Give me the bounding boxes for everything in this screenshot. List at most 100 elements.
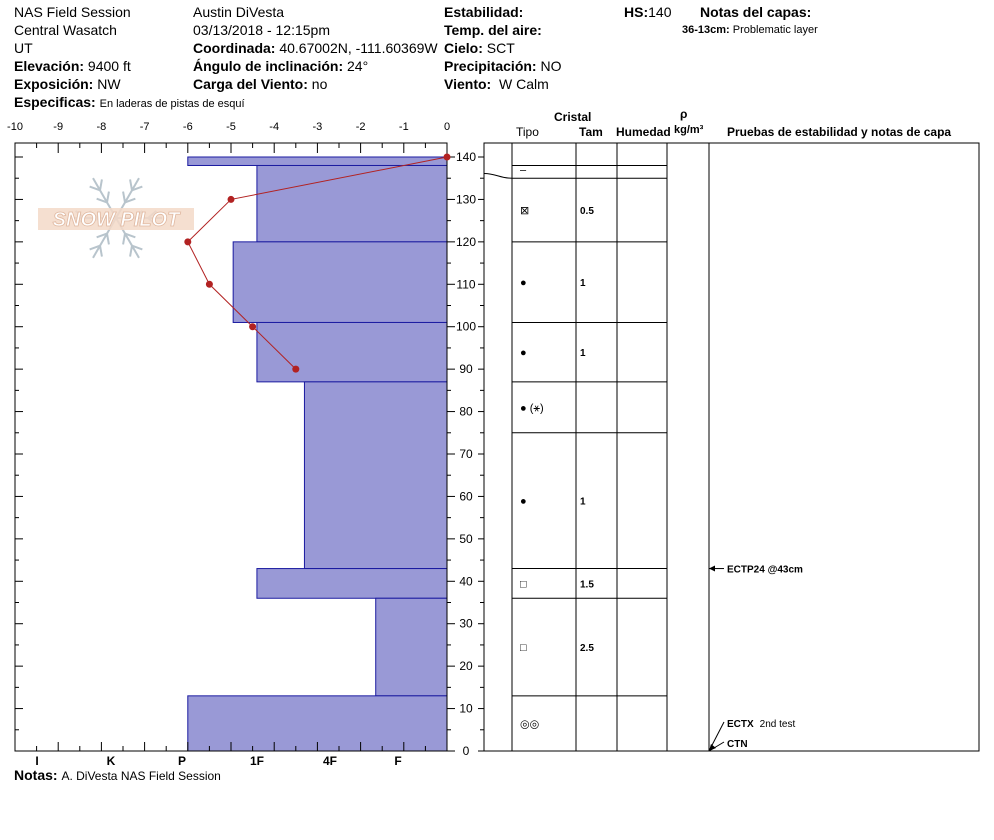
test-arrow: [709, 744, 716, 751]
height-tick-label: 40: [459, 574, 473, 588]
snowflake-branch: [96, 197, 108, 204]
temp-tick-label: -3: [313, 121, 323, 133]
snowflake-branch: [106, 191, 110, 203]
table-frame: [483, 142, 980, 752]
coord-label: Coordinada:: [193, 40, 276, 56]
layer-connector: [483, 172, 513, 179]
notes-label: Notas:: [14, 767, 58, 783]
crystal-type: ● (⚹): [520, 402, 544, 414]
range-name: Central Wasatch: [14, 22, 117, 38]
test-label: ECTP24 @43cm: [727, 565, 803, 576]
coord-value: 40.67002N, -111.60369W: [279, 40, 438, 56]
watermark-band: [38, 208, 194, 230]
height-tick-label: 90: [459, 362, 473, 376]
hardness-layer: [375, 597, 448, 697]
crystal-size: 1.5: [580, 579, 594, 590]
temp-tick-label: -8: [97, 121, 107, 133]
tipo-header: Tipo: [516, 125, 539, 139]
snowflake-branch: [96, 232, 108, 239]
height-tick-label: 50: [459, 532, 473, 546]
temp-tick-label: -5: [226, 121, 236, 133]
hardness-tick-label: 4F: [323, 754, 337, 768]
temp-tick-label: -7: [140, 121, 150, 133]
temp-tick-label: -4: [269, 121, 279, 133]
tam-header: Tam: [579, 125, 603, 139]
snowflake-branch: [106, 233, 110, 245]
snowpilot-watermark: SNOW PILOT: [38, 177, 194, 259]
height-tick-label: 110: [456, 277, 475, 291]
wind-value: W Calm: [498, 76, 549, 92]
aspect-label: Exposición:: [14, 76, 94, 92]
test-note: 2nd test: [760, 719, 796, 730]
crystal-size: 1: [580, 348, 586, 359]
aspect-value: NW: [97, 76, 121, 92]
snowflake-branch: [124, 197, 136, 204]
test-arrow: [709, 565, 715, 572]
height-tick-label: 140: [456, 150, 476, 164]
crystal-type: ⊠: [520, 205, 529, 217]
height-tick-label: 70: [459, 447, 473, 461]
crystal-size: 2.5: [580, 643, 594, 654]
hardness-tick-label: K: [107, 754, 116, 768]
test-label: ECTX 2nd test: [727, 719, 795, 730]
hardness-layers: [187, 156, 448, 752]
snowflake-branch: [131, 244, 143, 251]
height-tick-label: 0: [463, 744, 470, 758]
wind-load-label: Carga del Viento:: [193, 76, 308, 92]
axes: -10 -9 -8 -7 -6 -5 -4 -3 -2 -1 0I K P 1F 4F F0102030405…: [7, 121, 484, 768]
precip-label: Precipitación:: [444, 58, 537, 74]
crystal-type: ●: [520, 277, 527, 289]
temperature-point: [184, 238, 192, 246]
hardness-tick-label: I: [35, 754, 38, 768]
snowflake-branch: [89, 185, 101, 192]
stability-label: Estabilidad:: [444, 4, 524, 20]
notes-text: A. DiVesta NAS Field Session: [61, 769, 221, 783]
precip-value: NO: [540, 58, 562, 74]
hardness-layer: [303, 381, 448, 570]
snowflake-branch: [131, 185, 143, 192]
hardness-tick-label: 1F: [250, 754, 264, 768]
temperature-point: [205, 280, 213, 288]
density-unit-header: kg/m³: [674, 124, 704, 136]
watermark-text: SNOW PILOT: [53, 209, 181, 231]
temperature-point: [249, 323, 257, 331]
height-tick-label: 80: [459, 405, 473, 419]
wind-load-value: no: [311, 76, 328, 92]
hardness-layer: [232, 241, 448, 323]
test-name: ECTX: [727, 719, 754, 730]
test-label: CTN: [727, 739, 748, 750]
tests-header: Pruebas de estabilidad y notas de capa: [727, 125, 952, 139]
temp-tick-label: -9: [53, 121, 63, 133]
elevation-label: Elevación:: [14, 58, 85, 74]
elevation-value: 9400 ft: [87, 58, 131, 74]
crystal-type: –: [520, 165, 527, 177]
rho-header: ρ: [680, 107, 688, 121]
hardness-layer: [256, 164, 448, 243]
session-name: NAS Field Session: [14, 4, 131, 20]
crystal-type: ◎◎: [520, 718, 539, 730]
crystal-size: 0.5: [580, 206, 594, 217]
sky-value: SCT: [486, 40, 515, 56]
snowflake-branch: [122, 233, 126, 245]
hardness-layer: [256, 568, 448, 599]
temp-tick-label: -1: [399, 121, 409, 133]
hardness-tick-label: P: [178, 754, 186, 768]
snowflake-branch: [124, 232, 136, 239]
layer-note-text: Problematic layer: [732, 24, 818, 36]
slope-value: 24°: [347, 58, 369, 74]
temp-tick-label: -10: [7, 121, 23, 133]
observer: Austin DiVesta: [193, 4, 285, 20]
snowflake-branch: [129, 179, 133, 191]
cristal-header: Cristal: [554, 110, 592, 124]
height-tick-label: 60: [459, 489, 473, 503]
datetime: 03/13/2018 - 12:15pm: [193, 22, 330, 38]
snowflake-branch: [89, 244, 101, 251]
temperature-point: [227, 195, 235, 203]
hardness-tick-label: F: [394, 754, 401, 768]
snowflake-branch: [99, 245, 103, 257]
snowflake-branch: [122, 191, 126, 203]
layer-note-depth: 36-13cm:: [682, 24, 730, 36]
crystal-size: 1: [580, 497, 586, 508]
crystal-table: – ⊠ 0.5 ● 1 ● 1 ● (⚹) ● 1 □ 1.5 □ 2.5 ◎◎: [483, 142, 980, 752]
height-tick-label: 100: [456, 320, 476, 334]
